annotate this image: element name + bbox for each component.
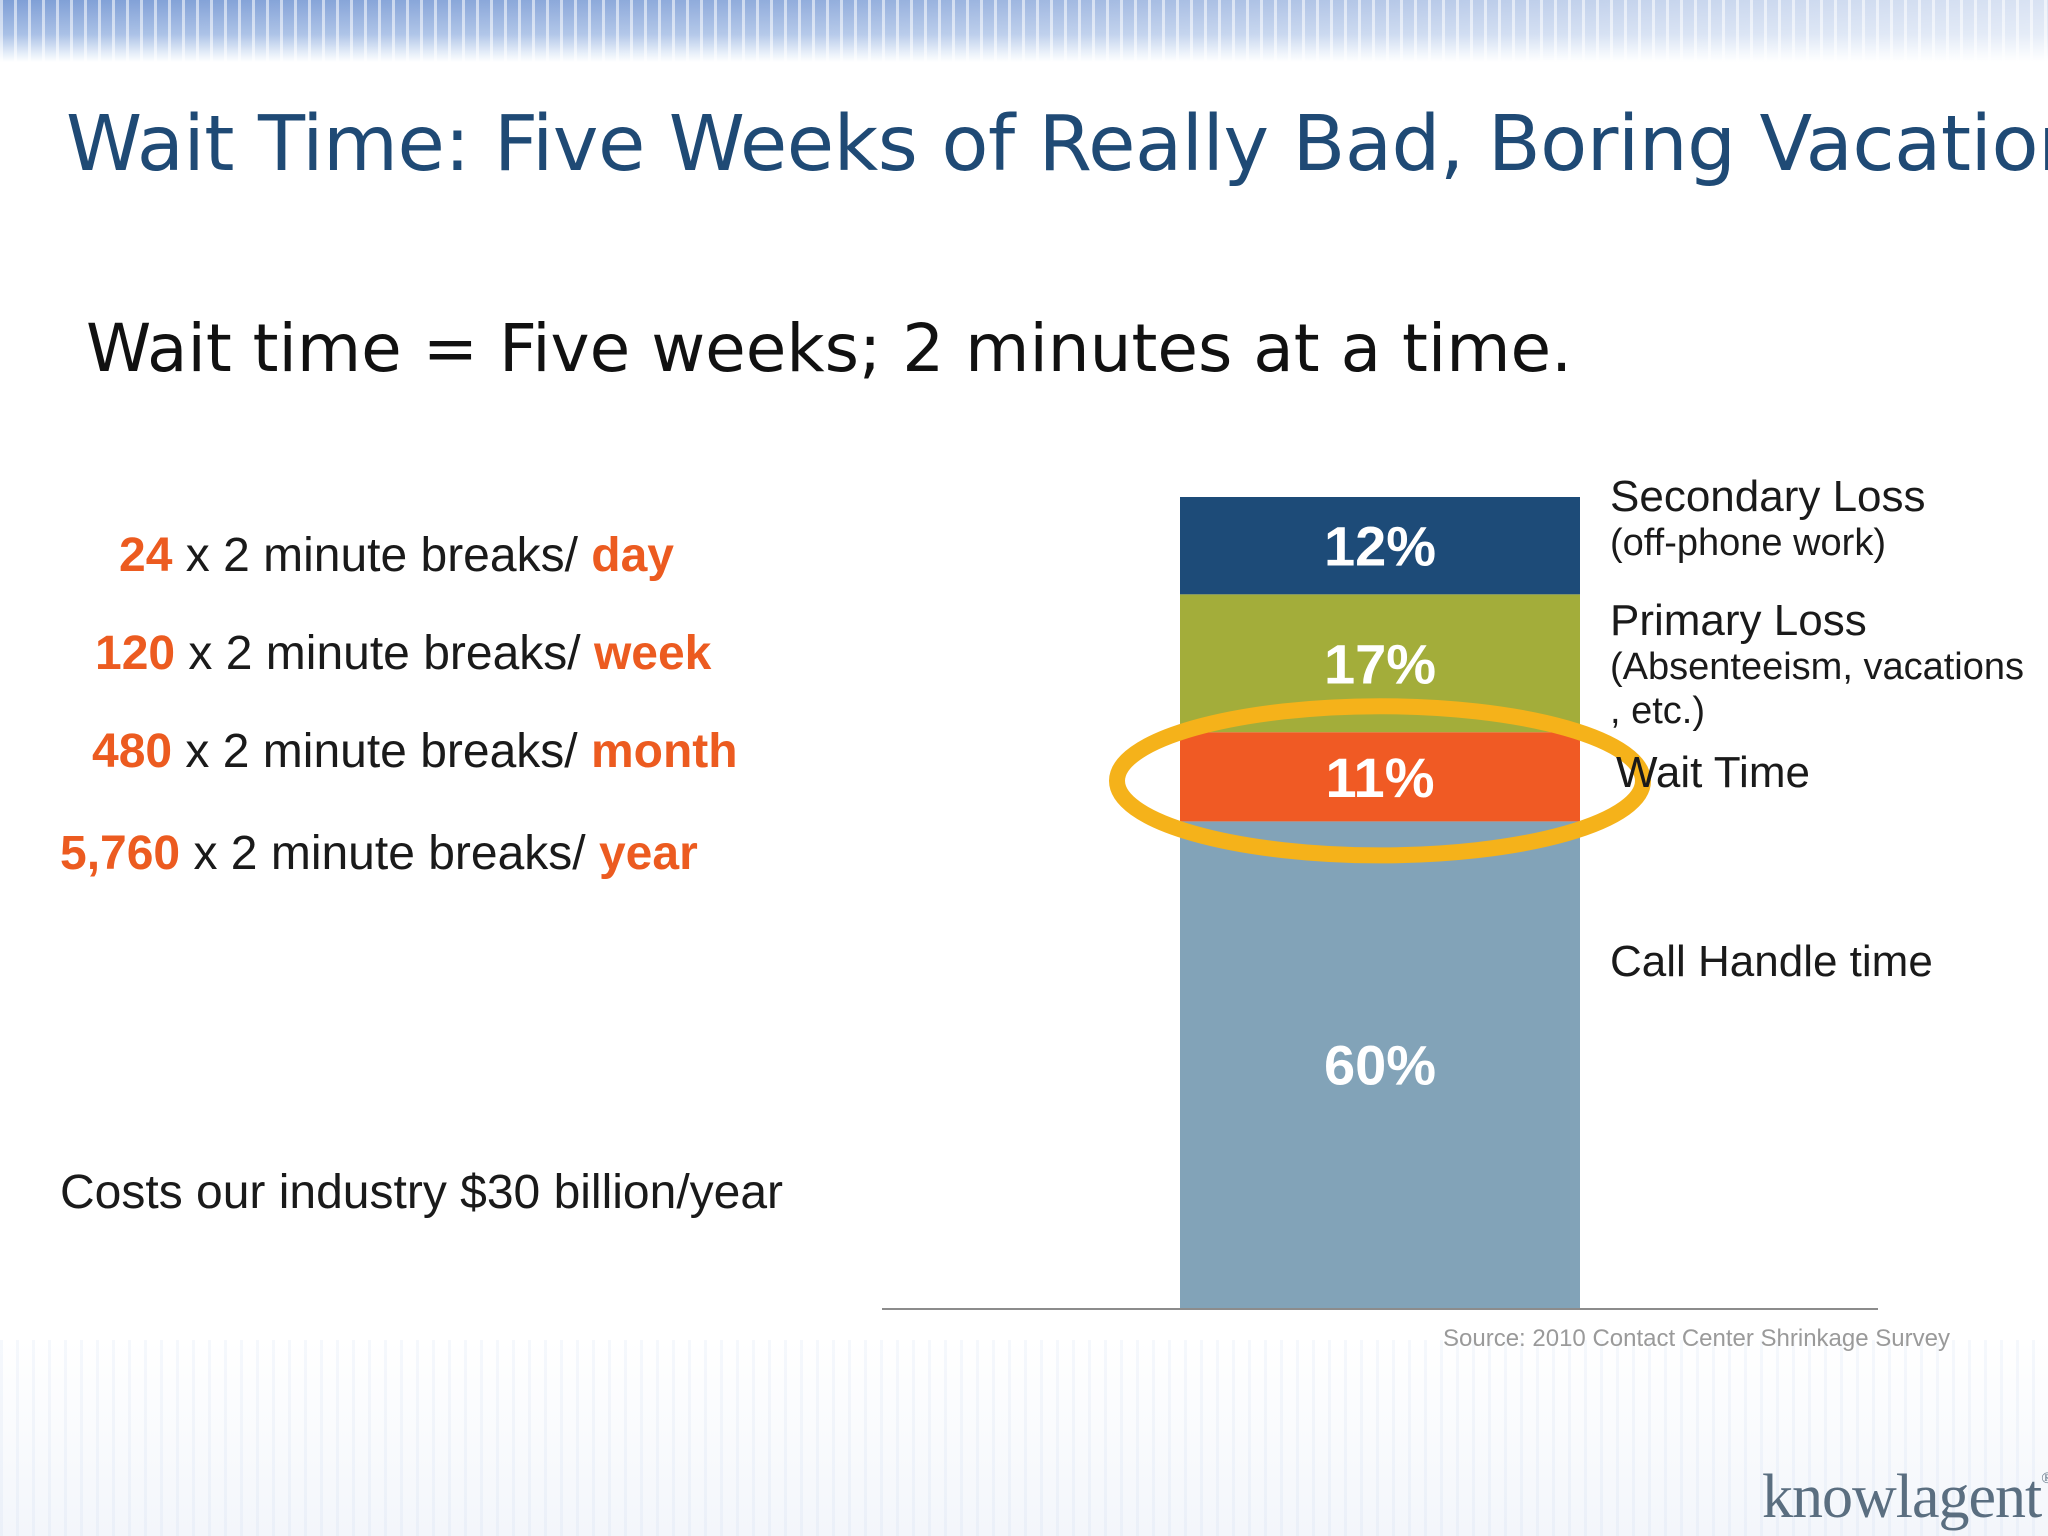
data-label-wait-time: 11%: [1326, 746, 1435, 809]
break-line-week: 120 x 2 minute breaks/ week: [95, 626, 711, 681]
break-line-month: 480 x 2 minute breaks/ month: [92, 724, 738, 779]
break-unit: week: [593, 627, 712, 680]
legend-primary-loss: Primary Loss (Absenteeism, vacations , e…: [1610, 597, 2024, 733]
top-band-shade: [0, 0, 2048, 75]
legend-sub: (Absenteeism, vacations , etc.): [1610, 646, 2024, 732]
bar-segment-wait-time: [1180, 732, 1580, 822]
legend-name: Secondary Loss: [1610, 472, 1926, 521]
legend-name: Primary Loss: [1610, 596, 1867, 645]
break-line-day: 24 x 2 minute breaks/ day: [119, 528, 674, 583]
data-label-call-handle-time: 60%: [1324, 1034, 1436, 1097]
break-count: 120: [95, 627, 176, 680]
industry-cost-text: Costs our industry $30 billion/year: [60, 1166, 784, 1219]
break-unit: day: [591, 529, 674, 582]
slide-title: Wait Time: Five Weeks of Really Bad, Bor…: [66, 100, 2048, 189]
break-text: x 2 minute breaks/: [172, 725, 591, 778]
break-count: 480: [92, 725, 173, 778]
legend-secondary-loss: Secondary Loss (off-phone work): [1610, 473, 1926, 565]
break-unit: year: [598, 827, 698, 880]
break-line-year: 5,760 x 2 minute breaks/ year: [60, 826, 698, 881]
legend-call-handle-time: Call Handle time: [1610, 938, 1933, 986]
bar-segment-secondary-loss: [1180, 497, 1580, 595]
data-label-secondary-loss: 12%: [1324, 515, 1436, 578]
slide-subtitle: Wait time = Five weeks; 2 minutes at a t…: [86, 310, 1573, 387]
bar-segment-call-handle-time: [1180, 821, 1580, 1308]
legend-name: Wait Time: [1616, 748, 1810, 797]
break-count: 24: [119, 529, 173, 582]
bottom-decorative-band: [0, 1340, 2048, 1536]
break-text: x 2 minute breaks/: [172, 529, 592, 582]
break-text: x 2 minute breaks/: [175, 627, 594, 680]
logo-text: knowlagent: [1762, 1463, 2042, 1531]
highlight-ellipse-wait-time: [1109, 698, 1651, 864]
legend-wait-time: Wait Time: [1616, 749, 1810, 797]
knowlagent-logo: knowlagent®: [1762, 1462, 2048, 1533]
break-text: x 2 minute breaks/: [180, 827, 599, 880]
chart-source: Source: 2010 Contact Center Shrinkage Su…: [1443, 1325, 1950, 1352]
break-unit: month: [590, 725, 738, 778]
legend-sub: (off-phone work): [1610, 522, 1886, 564]
data-label-primary-loss: 17%: [1324, 632, 1436, 695]
break-count: 5,760: [60, 827, 181, 880]
legend-name: Call Handle time: [1610, 937, 1933, 986]
logo-registered-mark: ®: [2041, 1470, 2048, 1487]
